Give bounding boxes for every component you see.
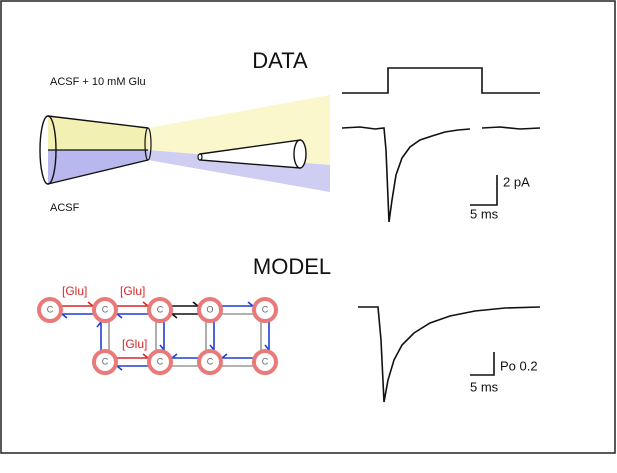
- node-label: C: [262, 304, 269, 314]
- scale-bar: [470, 175, 497, 205]
- glu-label: [Glu]: [62, 284, 87, 298]
- model-trace: [358, 307, 540, 402]
- node-label: C: [102, 304, 109, 314]
- node-label: C: [102, 356, 109, 366]
- kinetic-scheme: C C C O C C C C C [Glu] [Glu] [Glu]: [39, 284, 276, 373]
- solution-top: ACSF + 10 mM Glu: [50, 76, 146, 88]
- pipettes: [40, 95, 330, 192]
- node-label: C: [157, 304, 164, 314]
- node-label: C: [207, 356, 214, 366]
- model-scale-x-label: 5 ms: [470, 379, 499, 394]
- node-label: C: [262, 356, 269, 366]
- figure: DATA ACSF + 10 mM Glu ACSF 2 pA 5 ms MOD…: [0, 0, 617, 468]
- frame: [1, 1, 615, 453]
- model-title: MODEL: [253, 254, 331, 279]
- glu-label: [Glu]: [120, 284, 145, 298]
- scale-y-label: 2 pA: [503, 174, 530, 189]
- model-scale-bar: [470, 352, 494, 375]
- node-label: O: [206, 304, 213, 314]
- step-trace: [342, 68, 540, 93]
- model-scale-y-label: Po 0.2: [500, 358, 538, 373]
- node-label: C: [47, 304, 54, 314]
- node-label: C: [157, 356, 164, 366]
- data-title: DATA: [252, 48, 308, 73]
- solution-bottom: ACSF: [50, 202, 80, 214]
- glu-label: [Glu]: [122, 337, 147, 351]
- scale-x-label: 5 ms: [470, 206, 499, 221]
